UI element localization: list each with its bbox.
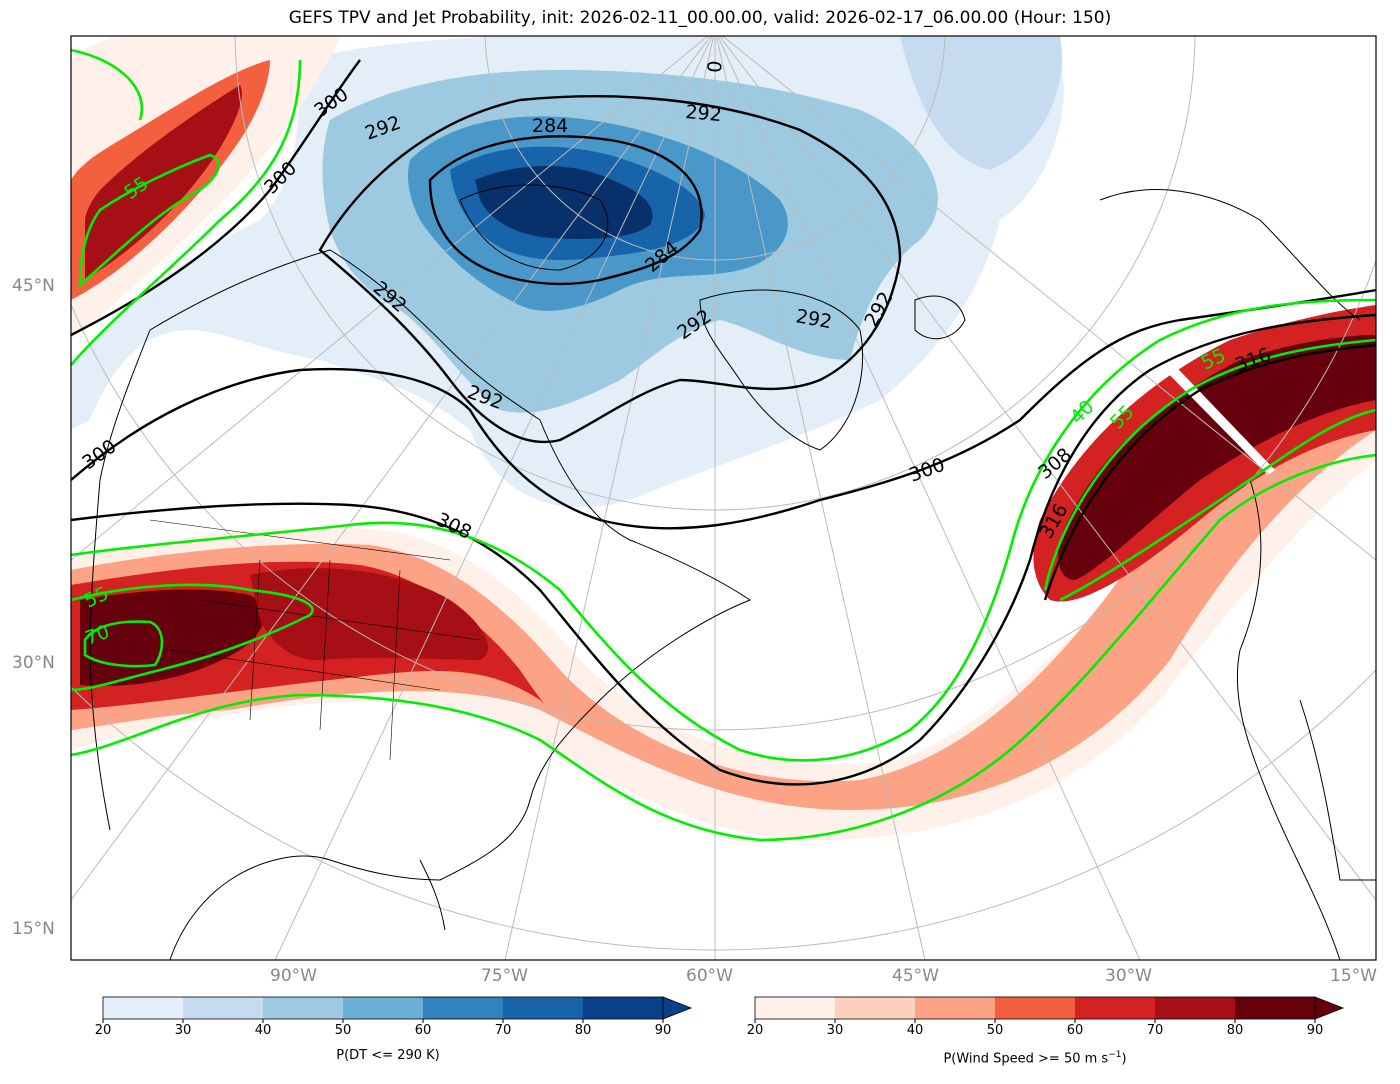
colorbar-dt-label: P(DT <= 290 K)	[336, 1048, 440, 1063]
lon-label-15w: 15°W	[1330, 966, 1377, 986]
wind-40-south	[71, 298, 1376, 762]
map-frame	[70, 35, 1377, 961]
theta-label: 284	[532, 115, 568, 137]
colorbar-wind-tick-label: 50	[986, 1023, 1004, 1038]
jet-probability-shading	[71, 36, 1376, 840]
theta-308	[71, 313, 1376, 786]
colorbar-dt-segment	[263, 997, 344, 1019]
lon-label-90w: 90°W	[270, 966, 317, 986]
lon-label-30w: 30°W	[1105, 966, 1152, 986]
meridian-120w	[71, 36, 709, 561]
colorbar-dt-tick-label: 30	[174, 1023, 192, 1038]
wind-contours	[71, 48, 1376, 842]
colorbar-wind	[754, 996, 1345, 1023]
theta-300-main	[71, 288, 1376, 530]
colorbar-wind-segment	[755, 997, 836, 1019]
colorbar-wind-tick-label: 90	[1306, 1023, 1324, 1038]
graticule	[71, 36, 1376, 960]
colorbar-wind-segment	[1155, 997, 1236, 1019]
lon-label-45w: 45°W	[892, 966, 939, 986]
coast-west	[89, 329, 151, 831]
colorbar-wind-label-suffix: )	[1121, 1051, 1127, 1067]
lat-label-30n: 30°N	[12, 653, 55, 673]
lon-label-60w: 60°W	[686, 966, 733, 986]
colorbar-dt-segment	[103, 997, 184, 1019]
colorbar-dt-tick-label: 70	[494, 1023, 512, 1038]
colorbar-dt-tick-label: 20	[94, 1023, 112, 1038]
theta-316	[1043, 343, 1376, 601]
colorbar-dt-tick-label: 40	[254, 1023, 272, 1038]
colorbar-wind-segment	[915, 997, 996, 1019]
colorbar-dt-segment	[423, 997, 504, 1019]
coast-greenland	[699, 289, 864, 451]
colorbar-wind-segment	[1075, 997, 1156, 1019]
meridian-90w	[274, 36, 713, 960]
theta-label: 292	[685, 101, 723, 126]
coast-north-america	[149, 249, 752, 960]
colorbar-wind-tick-label: 80	[1226, 1023, 1244, 1038]
lat-label-45n: 45°N	[12, 276, 55, 296]
meridian-0	[721, 36, 1376, 561]
jet-s-shade-80	[80, 589, 264, 686]
jet-nw-shade-20	[71, 36, 340, 340]
colorbar-dt-segment	[503, 997, 584, 1019]
colorbar-dt-tick-label: 60	[414, 1023, 432, 1038]
colorbar-wind-extend-arrow	[1314, 996, 1345, 1020]
theta-292-ring	[318, 95, 902, 444]
colorbar-wind-tick-label: 40	[906, 1023, 924, 1038]
colorbar-dt-frame	[102, 996, 664, 1020]
coast-europe	[1099, 189, 1361, 960]
colorbar-wind-segment	[995, 997, 1076, 1019]
colorbar-wind-frame	[754, 996, 1316, 1020]
jet-s-shade-mid	[250, 568, 489, 661]
colorbar-dt-extend-arrow	[662, 996, 693, 1020]
theta-284	[428, 135, 703, 286]
jet-s-shade-40	[71, 320, 1376, 810]
colorbar-wind-tick-label: 30	[826, 1023, 844, 1038]
colorbar-wind-tick-label: 60	[1066, 1023, 1084, 1038]
colorbar-wind-label: P(Wind Speed >= 50 m s−1)	[755, 1050, 1315, 1066]
coast-arctic-islands	[459, 184, 609, 271]
wind-40-nw	[71, 48, 302, 366]
theta-300-nw	[71, 59, 361, 337]
meridian-105w	[71, 36, 712, 901]
meridian-30w	[717, 36, 1141, 960]
jet-ne-gap	[1150, 350, 1275, 475]
wind-55-south	[71, 583, 314, 692]
colorbar-wind-tick-label: 70	[1146, 1023, 1164, 1038]
colorbar-dt-tick-label: 90	[654, 1023, 672, 1038]
meridian-15w	[718, 36, 1376, 901]
coast-iceland	[914, 295, 966, 340]
colorbar-dt-segment	[583, 997, 664, 1019]
tpv-shade-ne	[900, 36, 1062, 170]
colorbar-dt-segment	[343, 997, 424, 1019]
coast-africa	[1299, 699, 1376, 881]
colorbar-dt-segment	[183, 997, 264, 1019]
colorbar-wind-segment	[835, 997, 916, 1019]
lat-label-15n: 15°N	[12, 919, 55, 939]
coast-florida	[419, 859, 446, 931]
colorbar-wind-label-sup: −1	[1108, 1050, 1122, 1060]
colorbar-wind-label-prefix: P(Wind Speed >= 50 m s	[943, 1051, 1109, 1067]
figure-title: GEFS TPV and Jet Probability, init: 2026…	[288, 8, 1112, 28]
wind-70-south	[83, 620, 164, 668]
colorbar-dt	[102, 996, 693, 1023]
meridian-75w	[504, 36, 715, 960]
lon-label-75w: 75°W	[481, 966, 528, 986]
wind-55-nw	[78, 153, 220, 288]
colorbar-wind-tick-label: 20	[746, 1023, 764, 1038]
theta-contours	[71, 59, 1376, 786]
meridian-45w	[715, 36, 926, 960]
colorbar-dt-tick-label: 80	[574, 1023, 592, 1038]
theta-label: 0	[702, 60, 725, 74]
wind-40-south-lower	[71, 453, 1376, 842]
jet-nw-shade-70	[85, 85, 242, 280]
jet-ne-shade-80	[1058, 335, 1376, 580]
colorbar-dt-tick-label: 50	[334, 1023, 352, 1038]
wind-55-ne	[1043, 338, 1376, 602]
colorbar-wind-segment	[1235, 997, 1316, 1019]
coastlines	[89, 184, 1376, 960]
